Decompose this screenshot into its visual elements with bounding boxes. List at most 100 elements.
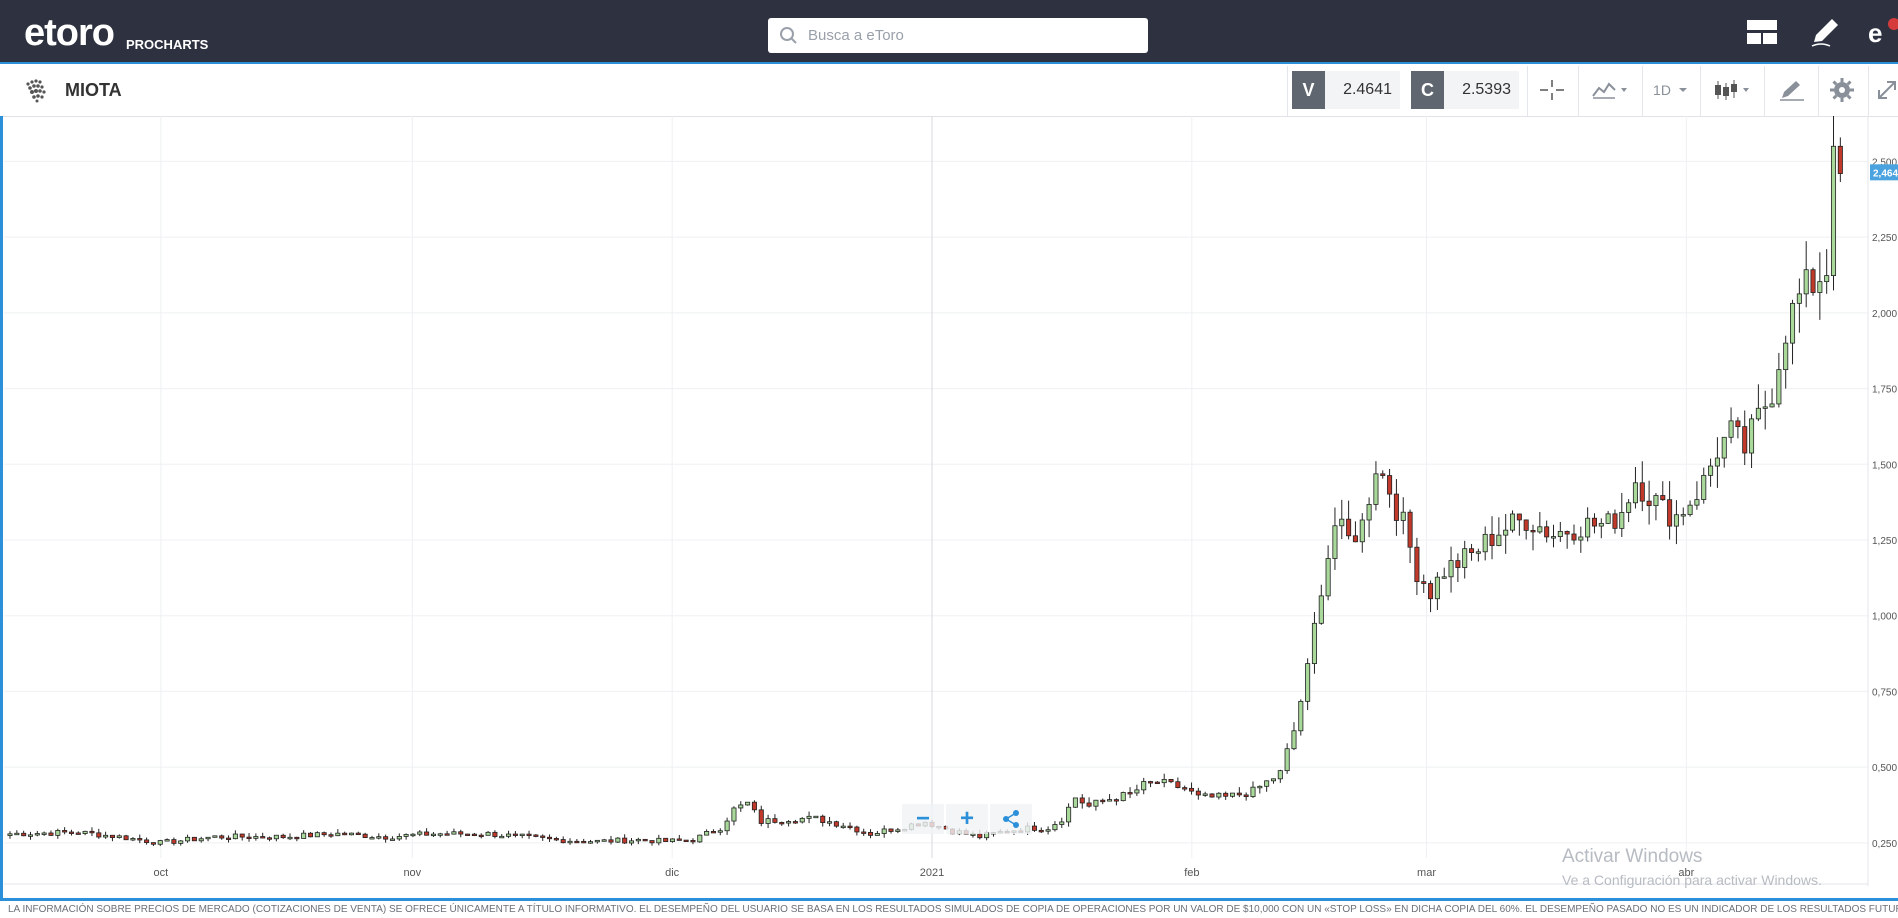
candle-down [1086, 802, 1092, 807]
candle-down [547, 836, 553, 840]
candle-down [1530, 530, 1536, 533]
candle-down [1421, 581, 1427, 584]
y-tick-label: 1,000 [1872, 612, 1897, 623]
candle-up [1783, 342, 1789, 371]
zoom-in-button[interactable]: + [946, 804, 988, 834]
candle-up [301, 832, 307, 839]
candle-up [1359, 519, 1365, 543]
y-tick-label: 0,750 [1872, 687, 1897, 698]
chart-area[interactable] [0, 116, 1898, 898]
candle-down [1612, 513, 1618, 529]
candle-down [779, 822, 785, 825]
candle-up [232, 833, 238, 840]
candle-up [27, 834, 34, 837]
candle-up [1510, 513, 1516, 531]
candle-down [1223, 792, 1229, 797]
candle-down [267, 837, 273, 840]
y-tick-label: 2,000 [1872, 309, 1897, 320]
candle-down [1352, 535, 1358, 543]
candle-up [1257, 785, 1263, 789]
candle-up [1557, 531, 1563, 537]
candle-down [1031, 825, 1037, 831]
candle-down [560, 839, 566, 844]
candle-up [1632, 482, 1638, 504]
instrument-name: MIOTA [65, 80, 122, 100]
crosshair-icon[interactable] [1532, 72, 1572, 108]
candle-down [1243, 794, 1249, 798]
y-tick-label: 2,500 [1872, 157, 1897, 168]
candle-down [581, 840, 587, 844]
drawing-icon[interactable] [1772, 72, 1812, 108]
candle-up [1503, 529, 1509, 536]
candle-up [335, 832, 341, 837]
candle-down [75, 832, 81, 835]
candle-up [1653, 495, 1659, 507]
candle-up [41, 832, 47, 835]
timeframe-dropdown[interactable]: 1D [1648, 72, 1694, 108]
candle-up [1762, 406, 1768, 409]
procharts-label: PROCHARTS [126, 37, 209, 52]
candle-down [362, 833, 368, 839]
buy-price-value: 2.5393 [1444, 71, 1519, 109]
timeframe-label: 1D [1653, 82, 1671, 98]
candle-up [745, 801, 751, 806]
etoro-logo[interactable]: etoro [24, 12, 115, 54]
buy-label: C [1411, 71, 1444, 109]
disclaimer-text: LA INFORMACIÓN SOBRE PRECIOS DE MERCADO … [8, 904, 1898, 915]
indicators-icon[interactable] [1586, 72, 1636, 108]
candle-up [1270, 778, 1276, 782]
candle-up [369, 837, 375, 840]
candle-down [444, 833, 450, 836]
candle-down [1100, 799, 1106, 803]
candle-down [1407, 511, 1413, 548]
buy-price-button[interactable]: C 2.5393 [1411, 71, 1523, 109]
candle-up [1694, 499, 1700, 506]
candle-down [833, 821, 839, 827]
candle-down [1195, 790, 1201, 796]
windows-activation-title: Activar Windows [1562, 846, 1703, 867]
x-tick-label: oct [154, 867, 169, 879]
candle-down [1489, 533, 1495, 546]
candle-up [396, 836, 402, 840]
candle-up [1298, 700, 1304, 732]
candle-up [1817, 281, 1823, 293]
candle-up [765, 818, 771, 824]
candle-up [376, 836, 382, 839]
candlestick-chart[interactable]: 2,500 2,250 2,000 1,750 1,500 1,250 1,000 0,750… [0, 116, 1898, 898]
settings-icon[interactable] [1822, 72, 1862, 108]
candle-down [1469, 548, 1475, 554]
search-icon [780, 27, 797, 44]
candle-down [137, 838, 143, 841]
candle-up [1755, 407, 1761, 420]
zoom-controls: − + [902, 804, 1034, 834]
candle-down [1428, 583, 1434, 600]
candle-up [717, 830, 723, 833]
candle-up [1339, 518, 1345, 527]
sell-price-button[interactable]: V 2.4641 [1292, 71, 1404, 109]
candle-down [1182, 787, 1188, 790]
share-chart-button[interactable] [990, 804, 1032, 834]
y-tick-label: 0,250 [1872, 839, 1897, 850]
candle-up [82, 830, 88, 834]
candle-up [881, 828, 887, 834]
fullscreen-icon[interactable] [1874, 72, 1898, 108]
candle-up [1714, 457, 1720, 467]
candle-up [212, 835, 218, 838]
candle-up [314, 832, 320, 838]
candle-up [1605, 513, 1611, 524]
candle-up [253, 836, 259, 839]
layout-icon[interactable] [1742, 14, 1782, 50]
candle-down [861, 831, 867, 834]
chart-type-icon[interactable] [1708, 72, 1758, 108]
candle-down [751, 801, 757, 811]
search-input[interactable]: Busca a eToro [768, 18, 1148, 53]
candle-up [1229, 792, 1236, 797]
candle-down [642, 838, 648, 842]
zoom-out-button[interactable]: − [902, 804, 944, 834]
edit-pencil-icon[interactable] [1806, 14, 1846, 50]
profile-icon[interactable]: e [1862, 14, 1898, 50]
candle-down [465, 833, 471, 836]
toolbar-divider [1818, 66, 1819, 116]
candle-down [553, 838, 559, 841]
candle-up [615, 837, 621, 843]
